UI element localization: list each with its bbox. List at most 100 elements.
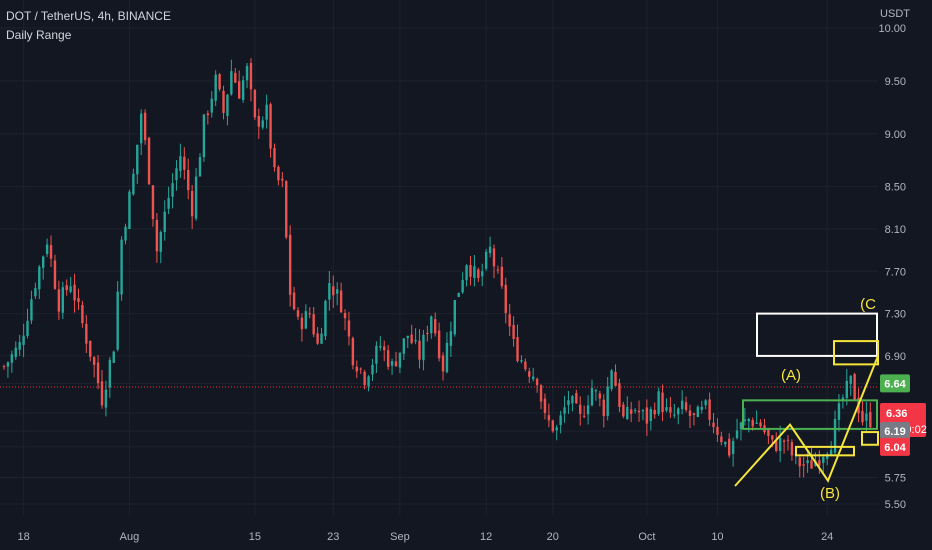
candle-body: [418, 340, 421, 360]
candle-body: [65, 285, 68, 291]
candle-body: [190, 190, 194, 217]
candle-body: [751, 419, 754, 427]
candle-body: [140, 113, 143, 144]
candle-body: [641, 410, 645, 412]
candle-body: [437, 330, 441, 359]
time-tick-label: 20: [547, 531, 559, 543]
currency-unit: USDT: [880, 8, 910, 20]
candle-body: [414, 339, 417, 342]
time-tick-label: 24: [821, 531, 833, 543]
support-box[interactable]: [861, 431, 879, 446]
candle-body: [132, 173, 135, 195]
candle-body: [430, 316, 433, 334]
candle-body: [582, 415, 586, 417]
candle-body: [147, 137, 151, 185]
candle-body: [602, 399, 605, 417]
candle-body: [492, 248, 496, 267]
candle-body: [422, 334, 425, 361]
candle-body: [226, 94, 229, 116]
candle-body: [241, 80, 245, 100]
candle-body: [739, 422, 743, 430]
wave-label-c: (C: [860, 296, 876, 313]
candle-body: [771, 435, 774, 440]
candle-body: [528, 371, 531, 377]
candle-body: [543, 398, 547, 413]
candle-body: [630, 409, 633, 414]
candle-body: [626, 406, 629, 420]
candle-body: [53, 260, 57, 289]
candle-body: [77, 298, 80, 302]
candle-body: [547, 415, 551, 421]
candle-body: [728, 438, 731, 456]
candle-body: [575, 393, 578, 404]
candle-body: [128, 191, 131, 230]
candle-body: [532, 376, 535, 380]
candle-body: [38, 266, 41, 290]
candle-body: [500, 266, 504, 287]
wave-c-target-box[interactable]: [833, 340, 879, 366]
candle-body: [869, 411, 872, 428]
candle-body: [277, 166, 280, 181]
candle-body: [708, 399, 711, 420]
candle-body: [481, 271, 484, 277]
candle-body: [375, 345, 378, 364]
candle-body: [249, 63, 253, 90]
candle-body: [308, 313, 311, 315]
symbol-title: DOT / TetherUS, 4h, BINANCE: [6, 9, 171, 23]
candle-body: [818, 460, 821, 466]
candle-body: [386, 350, 390, 367]
candle-body: [257, 116, 260, 127]
wave-label-b: (B): [820, 485, 840, 502]
time-tick-label: Oct: [638, 531, 655, 543]
time-axis[interactable]: 18 Aug 15 23 Sep 12 20 Oct 10 24: [17, 531, 833, 543]
candle-body: [398, 352, 402, 368]
candle-body: [645, 407, 649, 424]
candle-body: [449, 331, 453, 346]
candle-body: [163, 211, 166, 232]
elliott-wave-line[interactable]: [734, 355, 879, 487]
price-tag-red: 6.04: [884, 442, 906, 454]
candle-body: [394, 361, 398, 367]
candle-body: [359, 368, 362, 370]
candle-body: [849, 375, 852, 384]
candle-body: [716, 426, 719, 435]
candle-body: [853, 374, 856, 400]
candle-body: [586, 405, 590, 415]
candle-body: [320, 333, 323, 344]
candle-body: [108, 359, 112, 388]
time-tick-label: 23: [327, 531, 339, 543]
candle-body: [14, 347, 17, 357]
candle-body: [2, 366, 6, 368]
indicator-label[interactable]: Daily Range: [6, 28, 72, 42]
candle-body: [461, 280, 464, 293]
candle-body: [304, 311, 308, 329]
candle-body: [34, 288, 37, 297]
candle-body: [755, 422, 758, 424]
candle-body: [669, 407, 672, 413]
candle-body: [300, 317, 304, 330]
candle-body: [336, 289, 339, 294]
candle-body: [92, 357, 96, 365]
candle-body: [743, 419, 747, 422]
candle-body: [822, 457, 825, 463]
price-tick-label: 8.10: [885, 224, 906, 236]
wave-annotations[interactable]: (A) (B) (C: [734, 296, 879, 502]
candle-body: [261, 120, 264, 128]
candle-body: [61, 287, 64, 313]
resistance-zone-box[interactable]: [742, 399, 878, 430]
candle-body: [273, 147, 276, 168]
candle-body: [171, 183, 174, 197]
candle-body: [85, 323, 88, 344]
candle-body: [324, 300, 327, 337]
price-axis[interactable]: 5.50 5.75 6.90 7.30 7.70 8.10 8.50 9.00 9.50 10.0…: [878, 23, 906, 511]
time-tick-label: Aug: [120, 531, 140, 543]
price-tick-label: 9.00: [885, 129, 906, 141]
candle-body: [688, 410, 692, 417]
candle-body: [806, 460, 809, 464]
wave-b-zone-box[interactable]: [795, 445, 855, 457]
candle-body: [524, 361, 527, 370]
time-tick-label: Sep: [390, 531, 410, 543]
target-zone-box[interactable]: [756, 312, 878, 357]
candle-body: [210, 98, 213, 113]
